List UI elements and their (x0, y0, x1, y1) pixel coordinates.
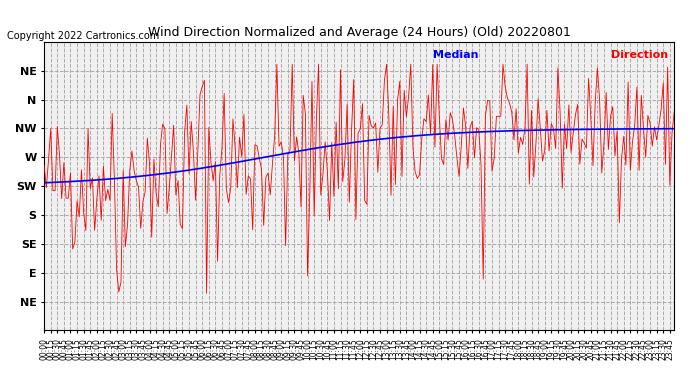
Text: Copyright 2022 Cartronics.com: Copyright 2022 Cartronics.com (7, 32, 159, 41)
Title: Wind Direction Normalized and Average (24 Hours) (Old) 20220801: Wind Direction Normalized and Average (2… (148, 26, 571, 39)
Text: Direction: Direction (611, 51, 668, 60)
Text: Median: Median (433, 51, 479, 60)
